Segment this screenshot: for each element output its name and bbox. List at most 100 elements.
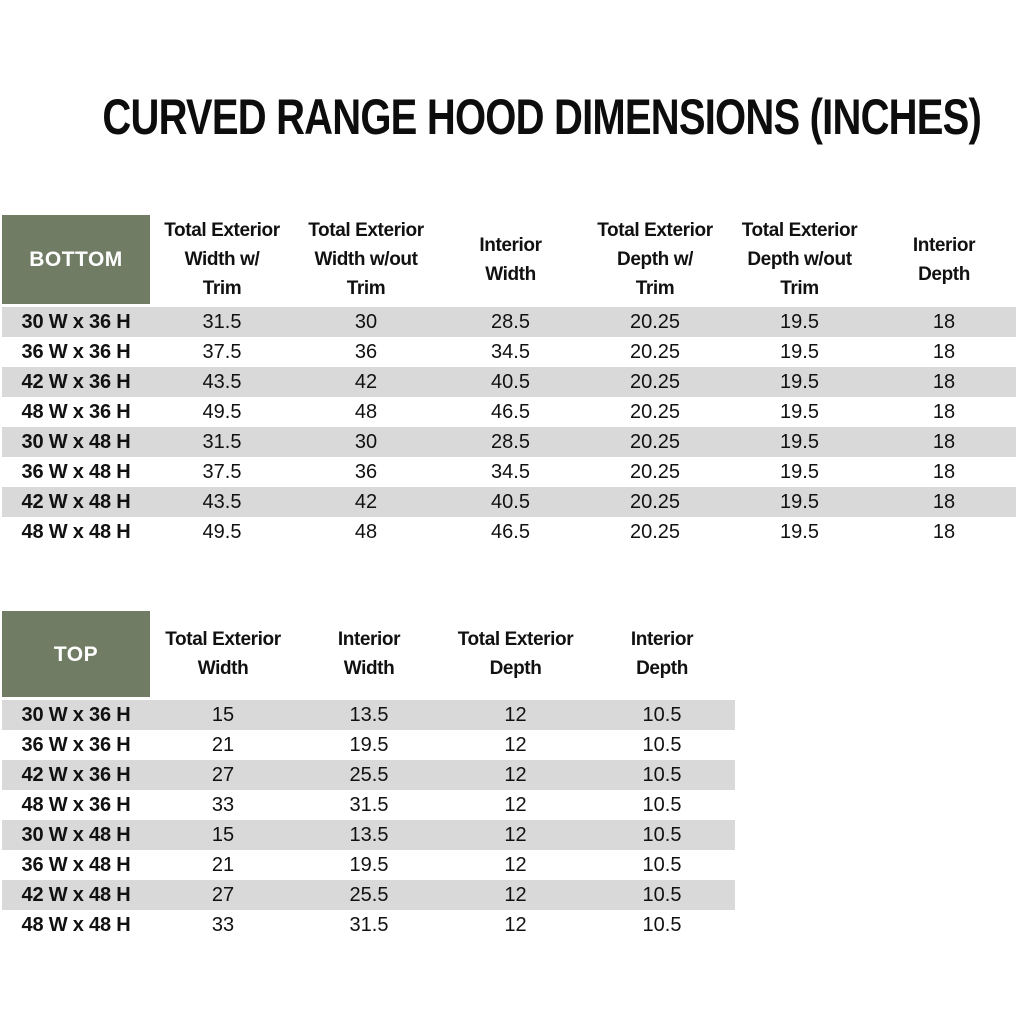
cell: 12 [442,880,589,910]
bottom-header-row: BOTTOM Total Exterior Width w/ Trim Tota… [2,215,1016,307]
cell: 18 [872,397,1016,427]
cell: 33 [150,910,296,940]
table-row: 48 W x 48 H 49.5 48 46.5 20.25 19.5 18 [2,517,1016,547]
cell: 31.5 [296,910,442,940]
cell: 49.5 [150,397,294,427]
table-row: 48 W x 36 H 49.5 48 46.5 20.25 19.5 18 [2,397,1016,427]
cell: 10.5 [589,910,735,940]
cell: 18 [872,337,1016,367]
table-row: 42 W x 36 H 27 25.5 12 10.5 [2,760,735,790]
row-label: 42 W x 48 H [2,487,150,517]
cell: 36 [294,337,438,367]
cell: 42 [294,367,438,397]
table-row: 42 W x 36 H 43.5 42 40.5 20.25 19.5 18 [2,367,1016,397]
cell: 25.5 [296,880,442,910]
cell: 28.5 [438,307,583,337]
cell: 12 [442,910,589,940]
cell: 25.5 [296,760,442,790]
column-header: Total Exterior Width [150,611,296,700]
cell: 12 [442,700,589,730]
cell: 15 [150,700,296,730]
cell: 10.5 [589,820,735,850]
table-row: 30 W x 36 H 15 13.5 12 10.5 [2,700,735,730]
table-row: 36 W x 36 H 21 19.5 12 10.5 [2,730,735,760]
cell: 46.5 [438,397,583,427]
cell: 21 [150,850,296,880]
cell: 10.5 [589,730,735,760]
cell: 37.5 [150,337,294,367]
cell: 49.5 [150,517,294,547]
cell: 37.5 [150,457,294,487]
table-row: 36 W x 48 H 37.5 36 34.5 20.25 19.5 18 [2,457,1016,487]
cell: 19.5 [727,337,872,367]
cell: 36 [294,457,438,487]
row-label: 36 W x 48 H [2,850,150,880]
cell: 27 [150,880,296,910]
cell: 20.25 [583,367,727,397]
row-label: 36 W x 48 H [2,457,150,487]
cell: 19.5 [727,397,872,427]
table-row: 42 W x 48 H 43.5 42 40.5 20.25 19.5 18 [2,487,1016,517]
bottom-corner-header: BOTTOM [2,215,150,307]
cell: 18 [872,517,1016,547]
row-label: 30 W x 48 H [2,820,150,850]
cell: 19.5 [727,367,872,397]
table-row: 30 W x 48 H 31.5 30 28.5 20.25 19.5 18 [2,427,1016,457]
cell: 48 [294,517,438,547]
cell: 30 [294,427,438,457]
cell: 30 [294,307,438,337]
column-header: Total Exterior Depth [442,611,589,700]
cell: 20.25 [583,457,727,487]
cell: 18 [872,307,1016,337]
table-row: 30 W x 36 H 31.5 30 28.5 20.25 19.5 18 [2,307,1016,337]
row-label: 36 W x 36 H [2,730,150,760]
cell: 20.25 [583,337,727,367]
cell: 20.25 [583,517,727,547]
column-header: Total Exterior Width w/out Trim [294,215,438,307]
cell: 19.5 [296,850,442,880]
cell: 12 [442,730,589,760]
cell: 42 [294,487,438,517]
row-label: 48 W x 48 H [2,517,150,547]
cell: 19.5 [296,730,442,760]
cell: 19.5 [727,487,872,517]
cell: 10.5 [589,760,735,790]
cell: 21 [150,730,296,760]
column-header: Interior Depth [589,611,735,700]
table-row: 36 W x 36 H 37.5 36 34.5 20.25 19.5 18 [2,337,1016,367]
column-header: Interior Width [296,611,442,700]
cell: 13.5 [296,700,442,730]
cell: 43.5 [150,367,294,397]
cell: 20.25 [583,307,727,337]
cell: 31.5 [150,427,294,457]
row-label: 48 W x 36 H [2,790,150,820]
row-label: 30 W x 36 H [2,700,150,730]
row-label: 42 W x 36 H [2,367,150,397]
cell: 10.5 [589,880,735,910]
cell: 34.5 [438,337,583,367]
cell: 19.5 [727,517,872,547]
bottom-dimensions-table: BOTTOM Total Exterior Width w/ Trim Tota… [2,215,1016,547]
column-header: Total Exterior Depth w/ Trim [583,215,727,307]
cell: 28.5 [438,427,583,457]
row-label: 48 W x 36 H [2,397,150,427]
cell: 18 [872,457,1016,487]
row-label: 48 W x 48 H [2,910,150,940]
row-label: 30 W x 48 H [2,427,150,457]
table-row: 36 W x 48 H 21 19.5 12 10.5 [2,850,735,880]
cell: 18 [872,487,1016,517]
cell: 19.5 [727,307,872,337]
cell: 40.5 [438,367,583,397]
cell: 18 [872,367,1016,397]
row-label: 42 W x 48 H [2,880,150,910]
cell: 20.25 [583,487,727,517]
cell: 27 [150,760,296,790]
page-title: CURVED RANGE HOOD DIMENSIONS (INCHES) [102,89,982,145]
cell: 43.5 [150,487,294,517]
cell: 10.5 [589,850,735,880]
cell: 10.5 [589,700,735,730]
table-row: 42 W x 48 H 27 25.5 12 10.5 [2,880,735,910]
cell: 13.5 [296,820,442,850]
table-row: 30 W x 48 H 15 13.5 12 10.5 [2,820,735,850]
cell: 31.5 [150,307,294,337]
